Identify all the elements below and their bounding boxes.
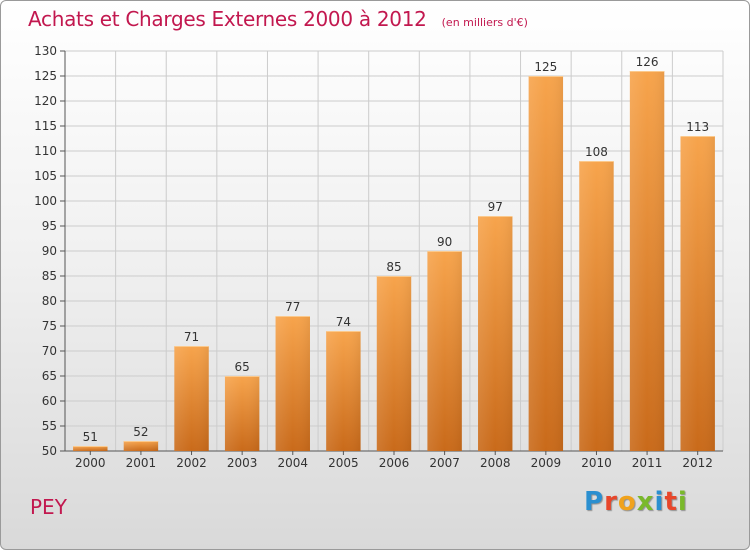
x-tick-label: 2007 <box>429 456 460 470</box>
bar-shine <box>478 216 513 451</box>
data-label: 51 <box>83 430 98 444</box>
town-name: PEY <box>30 495 67 519</box>
x-tick-label: 2004 <box>277 456 308 470</box>
bar-shine <box>73 446 108 451</box>
x-tick-label: 2001 <box>126 456 157 470</box>
y-tick-label: 130 <box>34 44 57 58</box>
proxiti-logo[interactable]: Proxiti <box>584 487 688 517</box>
logo-letter: o <box>617 487 637 517</box>
logo-letter: t <box>664 487 678 517</box>
data-label: 74 <box>336 315 351 329</box>
y-tick-label: 85 <box>42 269 57 283</box>
chart-title-group: Achats et Charges Externes 2000 à 2012 (… <box>28 7 528 31</box>
x-tick-label: 2010 <box>581 456 612 470</box>
logo-letter: i <box>654 487 665 517</box>
x-tick-label: 2000 <box>75 456 106 470</box>
bar-shine <box>680 136 715 451</box>
bar-shine <box>326 331 361 451</box>
data-label: 52 <box>133 425 148 439</box>
data-label: 77 <box>285 300 300 314</box>
data-label: 71 <box>184 330 199 344</box>
logo-letter: x <box>636 487 655 517</box>
y-tick-label: 100 <box>34 194 57 208</box>
bar-shine <box>376 276 412 451</box>
y-tick-label: 95 <box>42 219 57 233</box>
data-label: 113 <box>686 120 709 134</box>
bar-shine <box>174 346 209 451</box>
x-tick-label: 2011 <box>632 456 663 470</box>
x-tick-label: 2012 <box>682 456 713 470</box>
bar-shine <box>629 71 665 451</box>
y-tick-label: 70 <box>42 344 57 358</box>
chart-title: Achats et Charges Externes 2000 à 2012 <box>28 7 427 31</box>
y-tick-label: 90 <box>42 244 57 258</box>
bar-shine <box>427 251 462 451</box>
data-label: 65 <box>235 360 250 374</box>
y-tick-label: 60 <box>42 394 57 408</box>
logo-letter: P <box>584 487 605 517</box>
data-label: 126 <box>636 55 659 69</box>
y-tick-label: 105 <box>34 169 57 183</box>
y-tick-label: 110 <box>34 144 57 158</box>
y-tick-label: 120 <box>34 94 57 108</box>
y-tick-label: 50 <box>42 444 57 458</box>
data-label: 85 <box>386 260 401 274</box>
x-tick-label: 2006 <box>379 456 410 470</box>
bar-shine <box>579 161 614 451</box>
y-tick-label: 125 <box>34 69 57 83</box>
bar-shine <box>224 376 260 451</box>
bar-shine <box>275 316 310 451</box>
y-tick-label: 55 <box>42 419 57 433</box>
data-label: 108 <box>585 145 608 159</box>
bar-shine <box>123 441 159 451</box>
x-tick-label: 2002 <box>176 456 207 470</box>
chart-subtitle: (en milliers d'€) <box>441 16 528 29</box>
x-tick-label: 2005 <box>328 456 359 470</box>
y-tick-label: 65 <box>42 369 57 383</box>
data-label: 97 <box>488 200 503 214</box>
data-label: 125 <box>534 60 557 74</box>
logo-letter: r <box>604 487 618 517</box>
logo-letter: i <box>677 487 688 517</box>
y-tick-label: 75 <box>42 319 57 333</box>
x-tick-label: 2003 <box>227 456 258 470</box>
x-tick-label: 2008 <box>480 456 511 470</box>
y-tick-label: 80 <box>42 294 57 308</box>
bar-shine <box>528 76 564 451</box>
x-tick-label: 2009 <box>531 456 562 470</box>
y-tick-label: 115 <box>34 119 57 133</box>
data-label: 90 <box>437 235 452 249</box>
